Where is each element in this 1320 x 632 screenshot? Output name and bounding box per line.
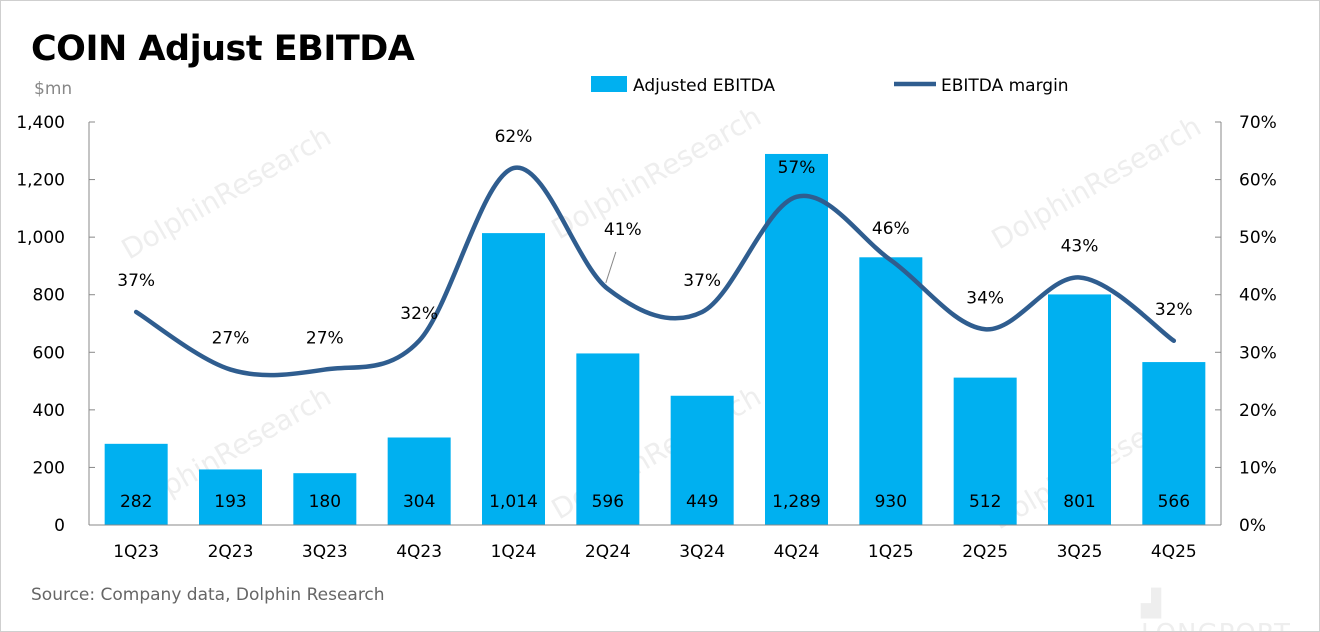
bar-3Q25 (1048, 294, 1111, 525)
bar-1Q23 (104, 443, 168, 525)
x-tick-label: 1Q23 (113, 542, 159, 562)
margin-label: 27% (212, 329, 250, 349)
x-tick-label: 2Q23 (208, 542, 254, 562)
x-tick-label: 4Q23 (396, 542, 442, 562)
bar-value-label: 304 (403, 492, 435, 512)
margin-label: 62% (495, 127, 533, 147)
left-tick-label: 400 (33, 401, 65, 421)
margin-label: 46% (872, 219, 910, 239)
right-tick-label: 30% (1239, 343, 1277, 363)
bar-3Q23 (293, 473, 357, 525)
watermark: DolphinResearch (116, 119, 337, 266)
right-tick-label: 10% (1239, 458, 1277, 478)
x-tick-label: 2Q25 (962, 542, 1008, 562)
left-tick-label: 1,000 (16, 228, 65, 248)
bar-4Q25 (1142, 362, 1206, 525)
leader-line (605, 251, 617, 284)
right-tick-label: 60% (1239, 171, 1277, 191)
bar-4Q23 (387, 437, 451, 525)
bar-value-label: 566 (1158, 492, 1190, 512)
margin-label: 34% (966, 288, 1004, 308)
x-tick-label: 3Q24 (679, 542, 725, 562)
right-tick-label: 40% (1239, 286, 1277, 306)
source-note: Source: Company data, Dolphin Research (31, 585, 385, 605)
right-tick-label: 0% (1239, 516, 1266, 536)
margin-label: 37% (683, 271, 721, 291)
bar-value-label: 801 (1063, 492, 1095, 512)
brand-logo: ▟ LONGPORT (1141, 589, 1290, 631)
x-tick-label: 2Q24 (585, 542, 631, 562)
left-tick-label: 1,200 (16, 171, 65, 191)
x-tick-label: 3Q25 (1057, 542, 1103, 562)
bar-value-label: 1,014 (489, 492, 538, 512)
x-tick-label: 3Q23 (302, 542, 348, 562)
bar-2Q24 (576, 353, 640, 525)
margin-label: 32% (400, 304, 438, 324)
unit-label: $mn (34, 79, 73, 99)
bar-value-label: 449 (686, 492, 718, 512)
bar-1Q25 (859, 257, 923, 525)
bar-value-label: 1,289 (772, 492, 821, 512)
left-tick-label: 0 (54, 516, 65, 536)
bar-value-label: 596 (592, 492, 624, 512)
margin-label: 57% (778, 158, 816, 178)
x-tick-label: 4Q24 (774, 542, 820, 562)
watermark: DolphinResearch (986, 109, 1207, 256)
bar-value-label: 930 (875, 492, 907, 512)
bar-4Q24 (765, 153, 828, 525)
bar-value-label: 512 (969, 492, 1001, 512)
left-tick-label: 600 (33, 343, 65, 363)
bar-value-label: 193 (214, 492, 246, 512)
left-tick-label: 200 (33, 458, 65, 478)
bar-2Q23 (199, 469, 262, 525)
x-tick-label: 1Q24 (491, 542, 537, 562)
watermark: DolphinResearch (546, 99, 767, 246)
margin-label: 27% (306, 329, 344, 349)
bar-value-label: 282 (120, 492, 152, 512)
legend-line-label: EBITDA margin (941, 76, 1069, 96)
legend-bar-swatch (591, 76, 627, 92)
x-tick-label: 1Q25 (868, 542, 914, 562)
bar-1Q24 (482, 233, 545, 525)
margin-label: 43% (1061, 236, 1099, 256)
right-tick-label: 70% (1239, 113, 1277, 133)
bar-value-label: 180 (309, 492, 341, 512)
margin-label: 37% (117, 271, 155, 291)
bar-2Q25 (953, 377, 1017, 525)
right-tick-label: 20% (1239, 401, 1277, 421)
chart-title: COIN Adjust EBITDA (31, 29, 415, 69)
margin-label: 32% (1155, 300, 1193, 320)
bar-3Q24 (670, 395, 734, 525)
x-tick-label: 4Q25 (1151, 542, 1197, 562)
left-tick-label: 800 (33, 286, 65, 306)
right-tick-label: 50% (1239, 228, 1277, 248)
margin-label: 41% (604, 220, 642, 240)
margin-line (133, 165, 1177, 378)
left-tick-label: 1,400 (16, 113, 65, 133)
legend-bar-label: Adjusted EBITDA (633, 76, 775, 96)
